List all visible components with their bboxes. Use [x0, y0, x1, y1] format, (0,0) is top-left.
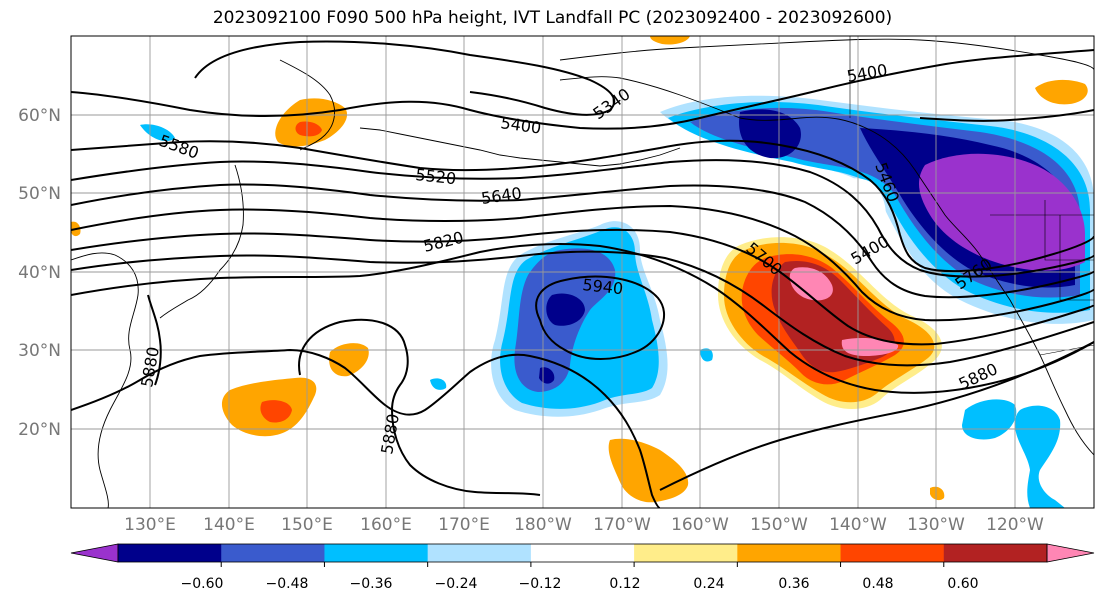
contour-5340-loop [194, 40, 616, 116]
colorbar-segments [70, 543, 1095, 563]
contour-5520 [71, 159, 1094, 278]
colorbar-segment [943, 544, 1048, 562]
colorbar-extend-low [70, 543, 119, 563]
lon-label: 130°W [907, 515, 965, 535]
shade-orange-west2 [221, 343, 369, 437]
contour-5580 [71, 183, 1094, 299]
shade-white-hole [823, 178, 886, 247]
coast-kamchatka [279, 59, 336, 151]
shade-red-west1 [295, 121, 322, 137]
lat-label: 30°N [18, 341, 61, 361]
colorbar-segment [840, 544, 945, 562]
coast-alaska [559, 76, 981, 256]
colorbar-segment [634, 544, 738, 562]
colorbar-tick-label: −0.60 [181, 576, 224, 592]
shade-pink-warm [789, 267, 899, 356]
contour-label: 5940 [582, 275, 624, 298]
border-layer [849, 36, 1094, 356]
colorbar-segment [737, 544, 842, 562]
contour-5460 [71, 139, 1094, 273]
shade-orange-south [608, 438, 945, 503]
longitude-labels: 130°E 140°E 150°E 160°E 170°E 180°W 170°… [124, 515, 1044, 535]
lon-label: 140°W [829, 515, 887, 535]
contour-5820 [71, 243, 1094, 394]
colorbar-tick-label: 0.12 [609, 576, 640, 592]
colorbar-tick-label: 0.48 [862, 576, 893, 592]
colorbar-tick-label: −0.12 [519, 576, 562, 592]
coast-japan [159, 164, 244, 319]
lon-label: 140°E [203, 515, 255, 535]
lat-label: 20°N [18, 420, 61, 440]
colorbar-segment [427, 544, 532, 562]
colorbar: −0.60 −0.48 −0.36 −0.24 −0.12 0.12 0.24 … [70, 543, 1095, 592]
contour-5880-loop [298, 318, 541, 496]
lon-label: 150°W [750, 515, 808, 535]
contour-5700 [71, 228, 1094, 346]
shading-layer [71, 36, 1094, 508]
contour-5940-loop [535, 275, 665, 360]
colorbar-segment [530, 544, 635, 562]
colorbar-segment [221, 544, 325, 562]
colorbar-tick-label: 0.60 [947, 576, 978, 592]
lat-label: 50°N [18, 184, 61, 204]
lon-label: 180°W [514, 515, 572, 535]
contour-5880-right [71, 341, 1094, 508]
figure-title: 2023092100 F090 500 hPa height, IVT Land… [212, 8, 893, 28]
colorbar-segment [324, 544, 429, 562]
lat-label: 40°N [18, 263, 61, 283]
lat-label: 60°N [18, 106, 61, 126]
contour-5880-left [147, 294, 162, 386]
contour-5400-right [919, 109, 1094, 122]
lon-label: 170°W [593, 515, 651, 535]
lon-label: 120°W [986, 515, 1044, 535]
colorbar-tick-label: −0.48 [266, 576, 309, 592]
latitude-labels: 60°N 50°N 40°N 30°N 20°N [18, 106, 61, 440]
colorbar-outline [117, 543, 1048, 563]
lon-label: 160°W [671, 515, 729, 535]
colorbar-tick-label: −0.36 [350, 576, 393, 592]
height-contours [71, 40, 1094, 508]
shade-red-west2 [260, 400, 292, 423]
map-panel: 5400 5340 5400 5520 5640 5820 5940 5580 … [71, 36, 1094, 508]
colorbar-tick-labels: −0.60 −0.48 −0.36 −0.24 −0.12 0.12 0.24 … [181, 576, 979, 592]
contour-5640 [71, 204, 1094, 322]
colorbar-extend-high [1046, 543, 1095, 563]
shade-orange-north [650, 36, 1088, 105]
colorbar-tick-label: 0.24 [693, 576, 724, 592]
contour-label: 5520 [415, 165, 457, 188]
map-frame [70, 35, 1095, 509]
lon-label: 160°E [360, 515, 412, 535]
lon-label: 150°E [281, 515, 333, 535]
shade-purple-westcoast [918, 153, 1085, 271]
colorbar-tick-label: −0.24 [435, 576, 478, 592]
contour-5400-top [71, 49, 1094, 130]
lon-label: 170°E [438, 515, 490, 535]
colorbar-segment [118, 544, 222, 562]
coast-aleutians [359, 127, 681, 167]
colorbar-ticks [220, 562, 945, 567]
lon-label: 130°E [124, 515, 176, 535]
colorbar-tick-label: 0.36 [778, 576, 809, 592]
shade-navy-plume [539, 293, 585, 384]
